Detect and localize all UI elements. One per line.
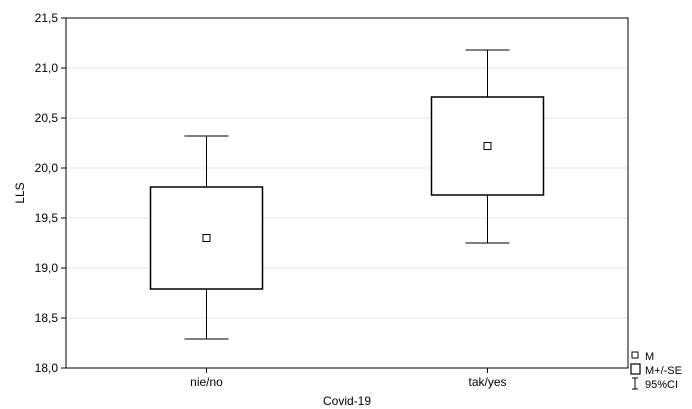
y-tick-label: 19,5 (35, 211, 59, 225)
y-tick-label: 19,0 (35, 261, 59, 275)
box-group-tak/yes (430, 49, 545, 244)
y-axis-ticks: 18,0 18,5 19,0 19,5 20,0 20,5 21,0 21,5 (35, 11, 66, 375)
y-tick-label: 20,0 (35, 161, 59, 175)
chart-marks (149, 49, 545, 340)
plot-frame (65, 17, 629, 369)
legend-item: M (631, 351, 654, 363)
x-tick-label: tak/yes (468, 375, 506, 389)
y-tick-label: 20,5 (35, 111, 59, 125)
x-axis-ticks: nie/no tak/yes (190, 368, 507, 389)
legend: M M+/-SE 95%CI (630, 351, 682, 391)
y-axis-label: LLS (13, 182, 27, 203)
legend-item: 95%CI (632, 377, 678, 391)
legend-label: 95%CI (645, 379, 678, 391)
y-tick-label: 21,5 (35, 11, 59, 25)
legend-box-icon (630, 363, 641, 375)
y-tick-label: 18,0 (35, 361, 59, 375)
x-tick-label: nie/no (190, 375, 223, 389)
legend-label: M (645, 351, 654, 363)
mean-marker (202, 234, 211, 242)
legend-mean-icon (631, 351, 639, 359)
y-tick-label: 21,0 (35, 61, 59, 75)
mean-marker (483, 142, 492, 150)
legend-item: M+/-SE (630, 363, 682, 377)
y-tick-label: 18,5 (35, 311, 59, 325)
x-axis-label: Covid-19 (323, 394, 371, 408)
legend-label: M+/-SE (645, 365, 682, 377)
box-group-nie/no (149, 135, 264, 340)
